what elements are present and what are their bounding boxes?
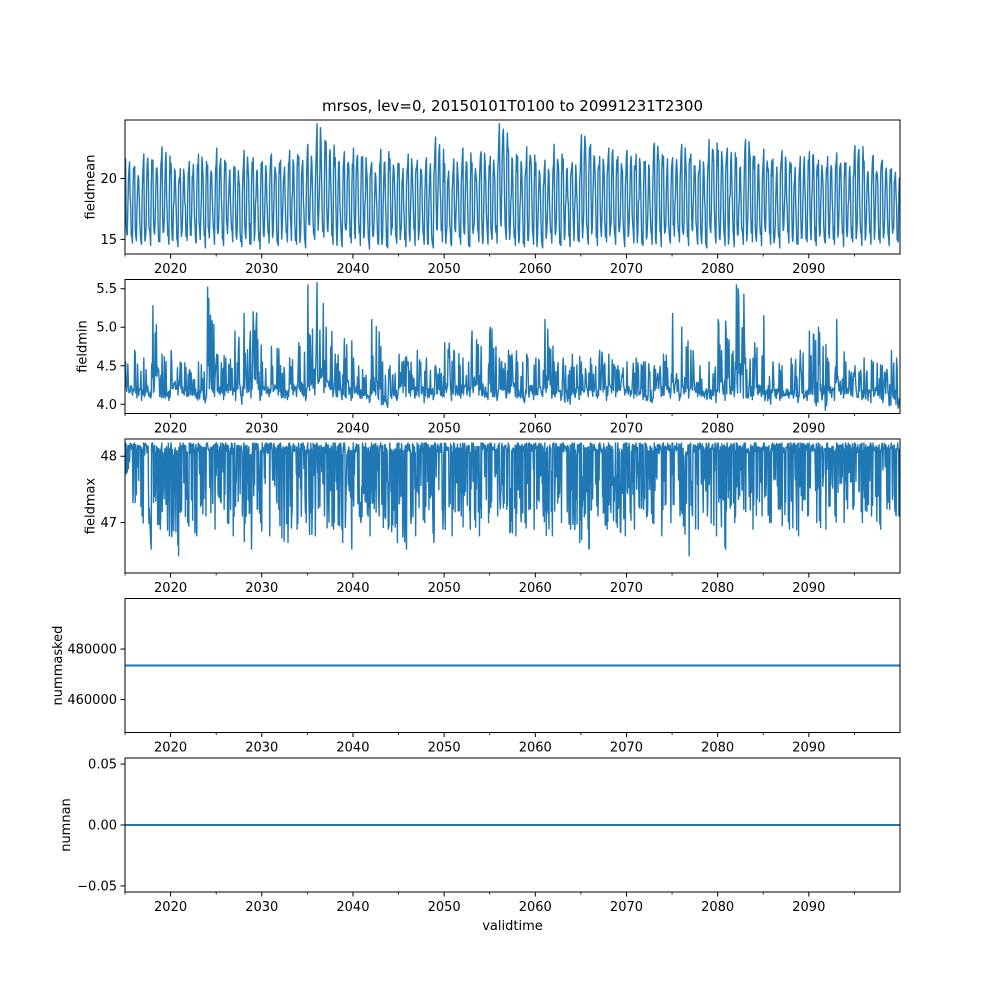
x-tick-label: 2040 — [336, 262, 369, 277]
y-tick-label: 5.0 — [96, 321, 117, 336]
y-tick-label: 4.0 — [96, 398, 117, 413]
series-line-fieldmean — [125, 122, 900, 250]
x-axis-title: validtime — [482, 919, 543, 934]
x-tick-label: 2050 — [428, 581, 461, 596]
x-tick-label: 2070 — [610, 900, 643, 915]
x-tick-label: 2070 — [610, 741, 643, 756]
x-tick-label: 2080 — [701, 262, 734, 277]
x-tick-label: 2020 — [154, 581, 187, 596]
x-tick-label: 2020 — [154, 900, 187, 915]
x-tick-label: 2090 — [792, 422, 825, 437]
x-tick-label: 2080 — [701, 581, 734, 596]
x-tick-label: 2060 — [519, 262, 552, 277]
y-tick-label: 48 — [100, 450, 117, 465]
chart-title: mrsos, lev=0, 20150101T0100 to 20991231T… — [322, 97, 703, 115]
x-tick-label: 2050 — [428, 422, 461, 437]
x-tick-label: 2030 — [245, 262, 278, 277]
y-tick-label: 47 — [100, 516, 117, 531]
axes-frame — [124, 119, 901, 255]
subplots: 2020 2030 2040 2050 2060 2070 2080 20901520fiel… — [51, 119, 901, 915]
x-tick-label: 2030 — [245, 741, 278, 756]
y-tick-label: 480000 — [67, 643, 117, 658]
panel-numnan: 2020 2030 2040 2050 2060 2070 2080 2090 −0.05 0.0… — [59, 757, 901, 915]
x-tick-label: 2090 — [792, 741, 825, 756]
x-tick-label: 2070 — [610, 262, 643, 277]
panel-fieldmean: 2020 2030 2040 2050 2060 2070 2080 2090 15 20fiel… — [84, 119, 901, 277]
x-tick-label: 2080 — [701, 900, 734, 915]
x-tick-label: 2060 — [519, 900, 552, 915]
x-tick-label: 2060 — [519, 741, 552, 756]
axes-frame — [124, 438, 901, 574]
x-tick-label: 2050 — [428, 900, 461, 915]
y-tick-label: 0.00 — [88, 819, 117, 834]
x-tick-label: 2030 — [245, 581, 278, 596]
x-tick-label: 2060 — [519, 581, 552, 596]
x-tick-label: 2030 — [245, 422, 278, 437]
y-tick-label: 5.5 — [96, 282, 117, 297]
x-tick-label: 2030 — [245, 900, 278, 915]
y-axis-title-numnan: numnan — [59, 798, 74, 852]
y-tick-label: 0.05 — [88, 758, 117, 773]
x-tick-label: 2040 — [336, 900, 369, 915]
y-tick-label: 15 — [100, 233, 117, 248]
x-tick-label: 2080 — [701, 422, 734, 437]
y-tick-label: −0.05 — [77, 879, 117, 894]
x-tick-label: 2020 — [154, 422, 187, 437]
y-axis-title-fieldmin: fieldmin — [75, 320, 90, 373]
x-tick-label: 2060 — [519, 422, 552, 437]
x-tick-label: 2040 — [336, 741, 369, 756]
panel-fieldmin: 2020 2030 2040 2050 2060 2070 2080 2090 4.0 4.5 5.… — [75, 279, 901, 437]
x-tick-label: 2050 — [428, 741, 461, 756]
x-tick-label: 2080 — [701, 741, 734, 756]
panel-fieldmax: 2020 2030 2040 2050 2060 2070 2080 2090 47 48fiel… — [84, 438, 901, 596]
y-tick-label: 460000 — [67, 693, 117, 708]
y-tick-label: 20 — [100, 172, 117, 187]
x-tick-label: 2090 — [792, 900, 825, 915]
x-tick-label: 2090 — [792, 262, 825, 277]
y-tick-label: 4.5 — [96, 359, 117, 374]
y-axis-title-fieldmean: fieldmean — [84, 155, 99, 220]
x-tick-label: 2020 — [154, 741, 187, 756]
x-tick-label: 2050 — [428, 262, 461, 277]
x-tick-label: 2090 — [792, 581, 825, 596]
series-line-fieldmax — [125, 442, 900, 557]
series-line-fieldmin — [125, 281, 900, 412]
panel-nummasked: 2020 2030 2040 2050 2060 2070 2080 2090 460000 48… — [51, 598, 901, 756]
x-tick-label: 2040 — [336, 422, 369, 437]
x-tick-label: 2040 — [336, 581, 369, 596]
axes-frame — [124, 598, 901, 733]
x-tick-label: 2070 — [610, 422, 643, 437]
y-axis-title-fieldmax: fieldmax — [84, 478, 99, 535]
x-tick-label: 2070 — [610, 581, 643, 596]
axes-frame — [124, 279, 901, 414]
x-tick-label: 2020 — [154, 262, 187, 277]
y-axis-title-nummasked: nummasked — [51, 626, 66, 706]
